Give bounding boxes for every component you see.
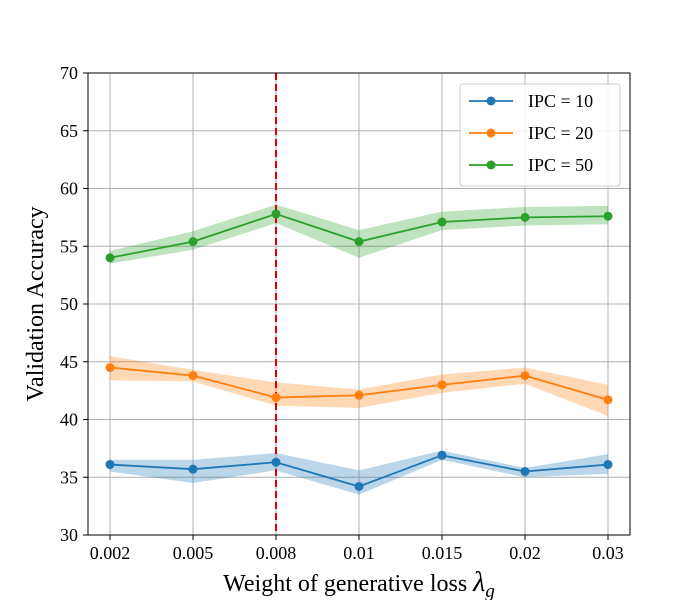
x-axis-ticks: 0.002 0.005 0.008 0.01 0.015 0.02 0.03 bbox=[90, 535, 624, 563]
data-point bbox=[603, 211, 613, 221]
data-point bbox=[520, 371, 530, 381]
y-tick-label: 40 bbox=[60, 410, 78, 430]
legend-marker bbox=[486, 128, 496, 138]
data-point bbox=[188, 237, 198, 247]
x-axis-title-symbol: λ bbox=[472, 567, 485, 598]
data-point bbox=[354, 237, 364, 247]
x-tick-label: 0.01 bbox=[343, 543, 375, 563]
confidence-band bbox=[110, 355, 608, 417]
legend-box bbox=[459, 83, 621, 187]
legend-label: IPC = 20 bbox=[528, 123, 593, 143]
data-point bbox=[271, 209, 281, 219]
data-point bbox=[271, 457, 281, 467]
legend-label: IPC = 50 bbox=[528, 155, 593, 175]
y-tick-label: 55 bbox=[60, 236, 78, 256]
confidence-band bbox=[110, 450, 608, 495]
legend-marker bbox=[486, 96, 496, 106]
data-point bbox=[105, 363, 115, 373]
data-point bbox=[188, 464, 198, 474]
x-tick-label: 0.008 bbox=[256, 543, 297, 563]
x-tick-label: 0.005 bbox=[173, 543, 214, 563]
y-tick-label: 65 bbox=[60, 121, 78, 141]
y-tick-label: 50 bbox=[60, 294, 78, 314]
data-point bbox=[603, 460, 613, 470]
legend-marker bbox=[486, 160, 496, 170]
x-axis-title: Weight of generative loss λg bbox=[223, 567, 495, 600]
y-tick-label: 45 bbox=[60, 352, 78, 372]
y-tick-label: 35 bbox=[60, 467, 78, 487]
y-tick-label: 30 bbox=[60, 525, 78, 545]
data-point bbox=[520, 466, 530, 476]
y-axis-title: Validation Accuracy bbox=[23, 206, 49, 401]
data-point bbox=[520, 212, 530, 222]
data-point bbox=[271, 393, 281, 403]
y-tick-label: 60 bbox=[60, 179, 78, 199]
x-tick-label: 0.002 bbox=[90, 543, 131, 563]
x-axis-title-subscript: g bbox=[485, 581, 495, 600]
data-point bbox=[437, 450, 447, 460]
x-tick-label: 0.015 bbox=[422, 543, 463, 563]
legend: IPC = 10 IPC = 20 IPC = 50 bbox=[459, 83, 621, 187]
data-point bbox=[603, 395, 613, 405]
legend-label: IPC = 10 bbox=[528, 91, 593, 111]
y-tick-label: 70 bbox=[60, 63, 78, 83]
x-tick-label: 0.03 bbox=[592, 543, 624, 563]
data-point bbox=[354, 390, 364, 400]
data-point bbox=[105, 253, 115, 263]
data-point bbox=[188, 371, 198, 381]
data-point bbox=[437, 217, 447, 227]
data-point bbox=[354, 481, 364, 491]
y-axis-ticks: 30 35 40 45 50 55 60 65 70 bbox=[60, 63, 88, 545]
data-point bbox=[105, 460, 115, 470]
series-markers bbox=[105, 209, 613, 491]
x-tick-label: 0.02 bbox=[509, 543, 541, 563]
data-point bbox=[437, 380, 447, 390]
x-axis-title-text: Weight of generative loss bbox=[223, 571, 467, 597]
